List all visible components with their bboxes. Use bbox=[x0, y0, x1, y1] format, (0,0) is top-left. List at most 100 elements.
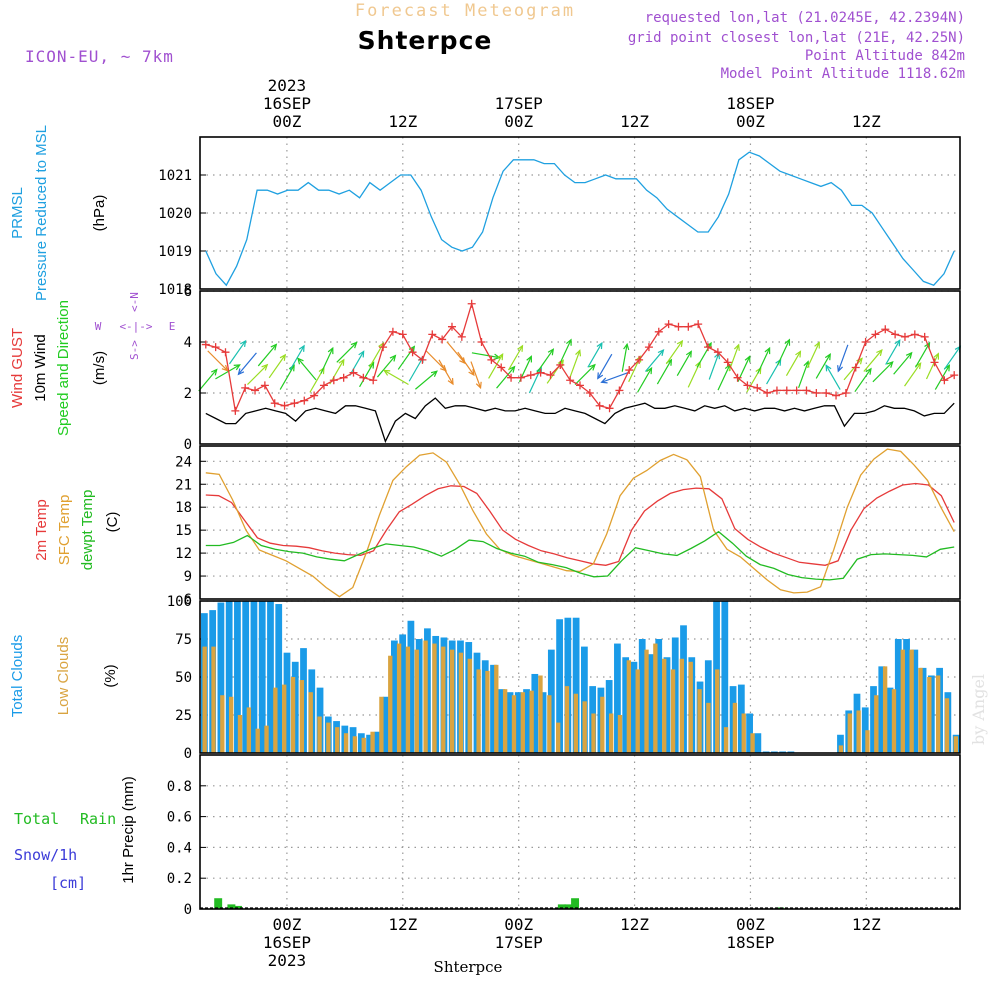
gust-marker bbox=[694, 320, 703, 329]
y-tick-label: 6 bbox=[184, 284, 192, 300]
wind-arrow bbox=[863, 349, 883, 372]
low-cloud-bar bbox=[485, 670, 490, 753]
low-cloud-bar bbox=[635, 669, 640, 753]
gust-marker bbox=[782, 386, 791, 395]
low-cloud-bar bbox=[246, 707, 252, 753]
total-cloud-bar bbox=[539, 692, 547, 753]
gust-marker bbox=[950, 371, 959, 380]
low-cloud-bar bbox=[882, 666, 888, 753]
wind-arrow bbox=[837, 344, 849, 372]
wind-arrow-head bbox=[565, 338, 572, 346]
top-time-label: 12Z bbox=[620, 112, 649, 131]
wind-arrow-head bbox=[894, 339, 901, 347]
low-cloud-bar bbox=[573, 693, 578, 753]
wind-arrow bbox=[507, 345, 523, 371]
wind-arrow-head bbox=[468, 369, 475, 377]
gust-marker bbox=[329, 376, 338, 385]
wind-arrow-head bbox=[270, 343, 278, 351]
temp-2m-line bbox=[205, 482, 955, 566]
wind-arrow bbox=[289, 345, 305, 371]
low-cloud-bar bbox=[273, 687, 278, 753]
gust-marker bbox=[635, 355, 644, 364]
wind-arrow-head bbox=[588, 363, 596, 371]
low-cloud-bar bbox=[290, 677, 296, 753]
low-cloud-bar bbox=[264, 725, 269, 753]
low-cloud-bar bbox=[414, 649, 419, 753]
compass-s: S-> bbox=[128, 340, 141, 360]
total-cloud-bar bbox=[382, 696, 390, 753]
gust-marker bbox=[280, 401, 289, 410]
gust-marker bbox=[231, 406, 240, 415]
gust-marker bbox=[704, 343, 713, 352]
gust-marker bbox=[605, 404, 614, 413]
gust-marker bbox=[438, 335, 447, 344]
low-cloud-bar bbox=[467, 658, 472, 753]
wind-arrow bbox=[574, 364, 596, 386]
wind-arrow-head bbox=[600, 377, 608, 384]
gust-marker bbox=[595, 401, 604, 410]
y-tick-label: 1018 bbox=[158, 282, 192, 298]
y-tick-label: 50 bbox=[175, 670, 192, 686]
wind-arrow bbox=[268, 354, 286, 379]
gust-marker bbox=[418, 355, 427, 364]
gust-marker bbox=[792, 386, 801, 395]
compass-e: E bbox=[169, 320, 176, 333]
gust-marker bbox=[674, 322, 683, 331]
low-cloud-bar bbox=[379, 696, 384, 753]
wind-arrow-head bbox=[676, 339, 684, 347]
total-cloud-bar bbox=[614, 643, 621, 753]
low-cloud-bar bbox=[582, 701, 587, 753]
low-clouds-label: Low Clouds bbox=[55, 637, 72, 715]
watermark: by Angel bbox=[969, 674, 988, 745]
low-cloud-bar bbox=[202, 646, 207, 753]
total-cloud-bar bbox=[564, 617, 572, 753]
y-tick-label: 0.2 bbox=[167, 871, 192, 887]
wind-arrow-head bbox=[430, 370, 438, 377]
total-cloud-bar bbox=[498, 689, 506, 753]
wind-arrow bbox=[597, 353, 613, 379]
low-cloud-bar bbox=[953, 736, 958, 753]
low-cloud-bar bbox=[838, 745, 844, 753]
top-time-label: 16SEP bbox=[263, 94, 311, 113]
wind-10m-line bbox=[205, 397, 955, 444]
wind-10m-label: 10m Wind bbox=[32, 334, 49, 402]
total-cloud-bar bbox=[754, 733, 762, 753]
gust-marker bbox=[428, 330, 437, 339]
wind-arrow-head bbox=[824, 353, 831, 361]
low-cloud-bar bbox=[874, 695, 879, 753]
wind-arrow bbox=[207, 350, 228, 372]
y-tick-label: 0 bbox=[184, 902, 192, 918]
wind-arrow-head bbox=[784, 338, 791, 346]
total-cloud-bar bbox=[878, 666, 886, 753]
gust-marker bbox=[841, 389, 850, 397]
low-cloud-bar bbox=[343, 733, 349, 753]
wind-arrow-head bbox=[327, 346, 334, 355]
gust-marker bbox=[615, 386, 624, 395]
wind-arrow bbox=[349, 351, 365, 376]
total-cloud-bar bbox=[870, 686, 877, 753]
y-tick-label: 21 bbox=[175, 477, 192, 493]
total-cloud-bar bbox=[407, 620, 415, 753]
gust-marker bbox=[566, 376, 575, 385]
gust-marker bbox=[910, 330, 919, 339]
total-cloud-bar bbox=[415, 639, 423, 753]
wind-arrow bbox=[893, 352, 913, 375]
wind-arrow-head bbox=[905, 351, 913, 359]
y-tick-label: 15 bbox=[175, 523, 192, 539]
wind-arrow-head bbox=[279, 353, 287, 361]
low-cloud-bar bbox=[441, 646, 446, 753]
model-altitude: Model Point Altitude 1118.62m bbox=[721, 66, 965, 82]
low-cloud-bar bbox=[502, 689, 508, 753]
y-tick-label: 4 bbox=[184, 335, 192, 351]
total-cloud-bar bbox=[481, 660, 489, 753]
wind-arrow-head bbox=[497, 353, 504, 361]
wind-arrow-head bbox=[221, 364, 229, 372]
total-cloud-bar bbox=[911, 649, 919, 753]
wind-arrow-head bbox=[211, 368, 218, 376]
total-cloud-bar bbox=[490, 664, 497, 753]
wind-arrow-head bbox=[744, 355, 751, 363]
wind-arrow bbox=[777, 339, 790, 366]
wind-arrow-head bbox=[685, 350, 692, 358]
requested-coords: requested lon,lat (21.0245E, 42.2394N) bbox=[645, 10, 965, 26]
